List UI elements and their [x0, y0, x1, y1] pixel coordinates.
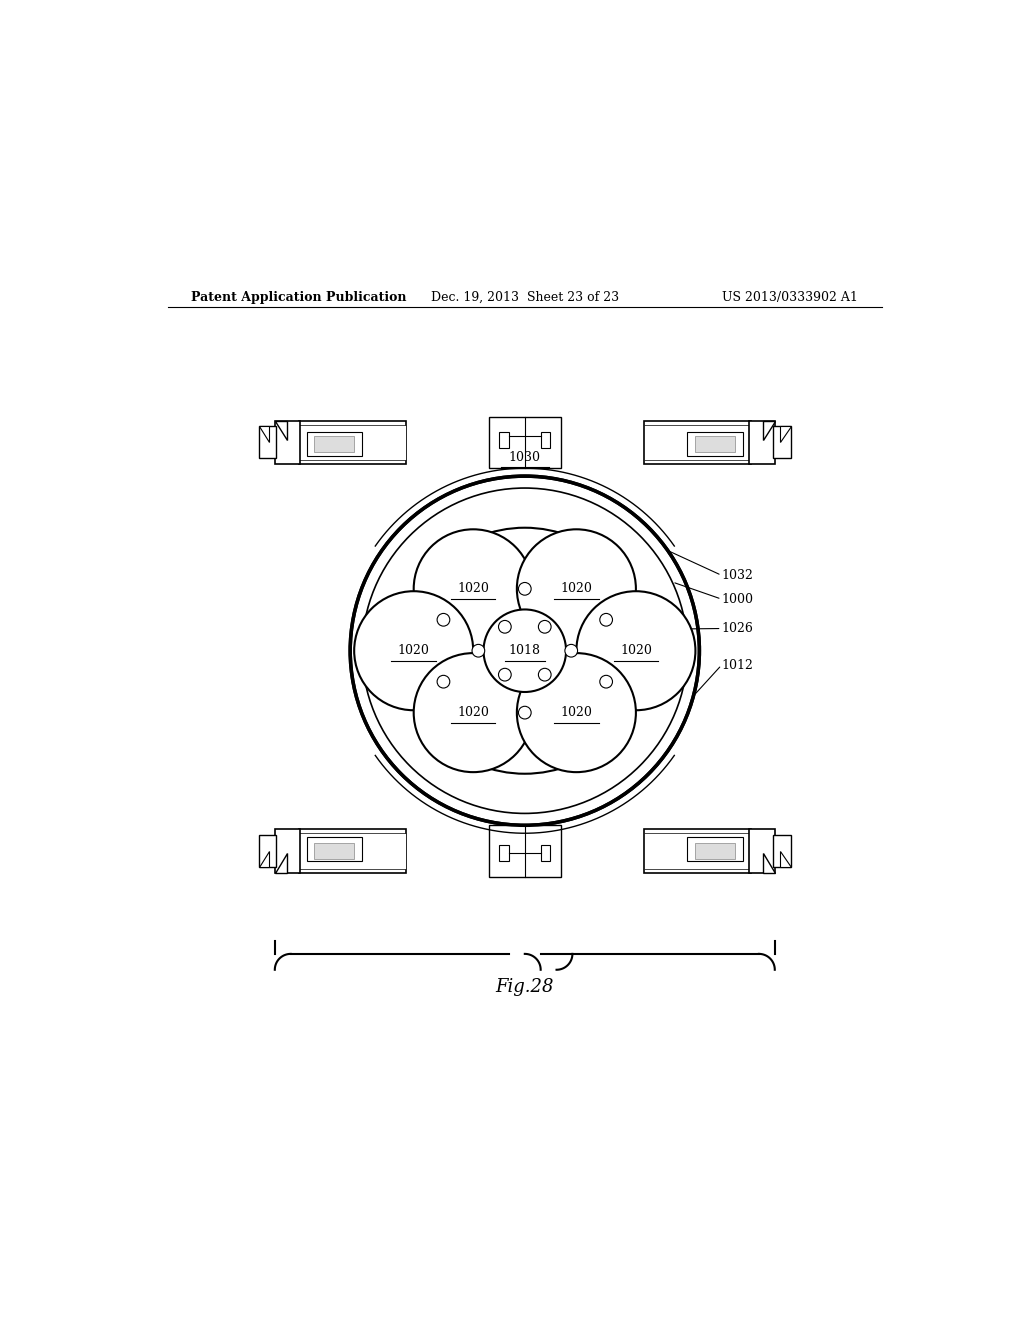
Text: 1020: 1020 [560, 582, 592, 595]
Text: 1026: 1026 [722, 622, 754, 635]
Bar [541, 433, 550, 449]
Bar [541, 845, 550, 861]
Polygon shape [763, 853, 775, 873]
Polygon shape [780, 850, 791, 867]
Text: US 2013/0333902 A1: US 2013/0333902 A1 [722, 292, 858, 304]
Circle shape [518, 706, 531, 719]
Bar [750, 829, 775, 873]
Text: 1030: 1030 [509, 451, 541, 465]
Bar [299, 829, 406, 873]
Text: Patent Application Publication: Patent Application Publication [191, 292, 407, 304]
Bar [500, 845, 509, 861]
Circle shape [354, 591, 473, 710]
Text: 1020: 1020 [397, 644, 430, 657]
Bar [695, 842, 735, 858]
Polygon shape [274, 853, 287, 873]
Circle shape [499, 620, 511, 634]
Bar [274, 829, 300, 873]
Circle shape [577, 591, 695, 710]
Bar [259, 834, 276, 867]
Circle shape [539, 668, 551, 681]
Circle shape [600, 676, 612, 688]
Text: 1020: 1020 [458, 582, 489, 595]
Bar [489, 825, 560, 876]
Bar [773, 834, 791, 867]
Text: 1000: 1000 [722, 593, 754, 606]
Bar [306, 433, 362, 457]
Circle shape [437, 614, 450, 626]
Circle shape [414, 653, 532, 772]
Bar [299, 421, 406, 465]
Bar [306, 837, 362, 861]
Bar [644, 421, 751, 465]
Bar [500, 433, 509, 449]
Bar [299, 833, 406, 869]
Circle shape [600, 614, 612, 626]
Text: 1020: 1020 [620, 644, 652, 657]
Bar [687, 837, 743, 861]
Polygon shape [274, 421, 287, 441]
Polygon shape [763, 421, 775, 441]
Text: Fig.28: Fig.28 [496, 978, 554, 997]
Bar [644, 833, 751, 869]
Bar [299, 425, 406, 461]
Text: 1032: 1032 [722, 569, 754, 582]
Circle shape [518, 582, 531, 595]
Text: 1020: 1020 [458, 706, 489, 719]
Bar [274, 421, 300, 465]
Circle shape [517, 529, 636, 648]
Bar [644, 829, 751, 873]
Circle shape [414, 529, 532, 648]
Circle shape [539, 620, 551, 634]
Bar [314, 437, 354, 453]
Polygon shape [780, 426, 791, 442]
Polygon shape [259, 850, 269, 867]
Text: 1032: 1032 [598, 603, 627, 614]
Text: 1018: 1018 [509, 644, 541, 657]
Circle shape [483, 610, 566, 692]
Circle shape [499, 668, 511, 681]
Bar [314, 842, 354, 858]
Bar [695, 437, 735, 453]
Circle shape [401, 528, 648, 774]
Circle shape [350, 477, 699, 825]
Text: 1020: 1020 [560, 706, 592, 719]
Bar [750, 421, 775, 465]
Bar [644, 425, 751, 461]
Bar [489, 417, 560, 469]
Text: Dec. 19, 2013  Sheet 23 of 23: Dec. 19, 2013 Sheet 23 of 23 [431, 292, 618, 304]
Bar [687, 433, 743, 457]
Text: 1012: 1012 [722, 659, 754, 672]
Circle shape [472, 644, 484, 657]
Polygon shape [259, 426, 269, 442]
Circle shape [565, 644, 578, 657]
Circle shape [517, 653, 636, 772]
Bar [773, 426, 791, 458]
Bar [259, 426, 276, 458]
Circle shape [437, 676, 450, 688]
